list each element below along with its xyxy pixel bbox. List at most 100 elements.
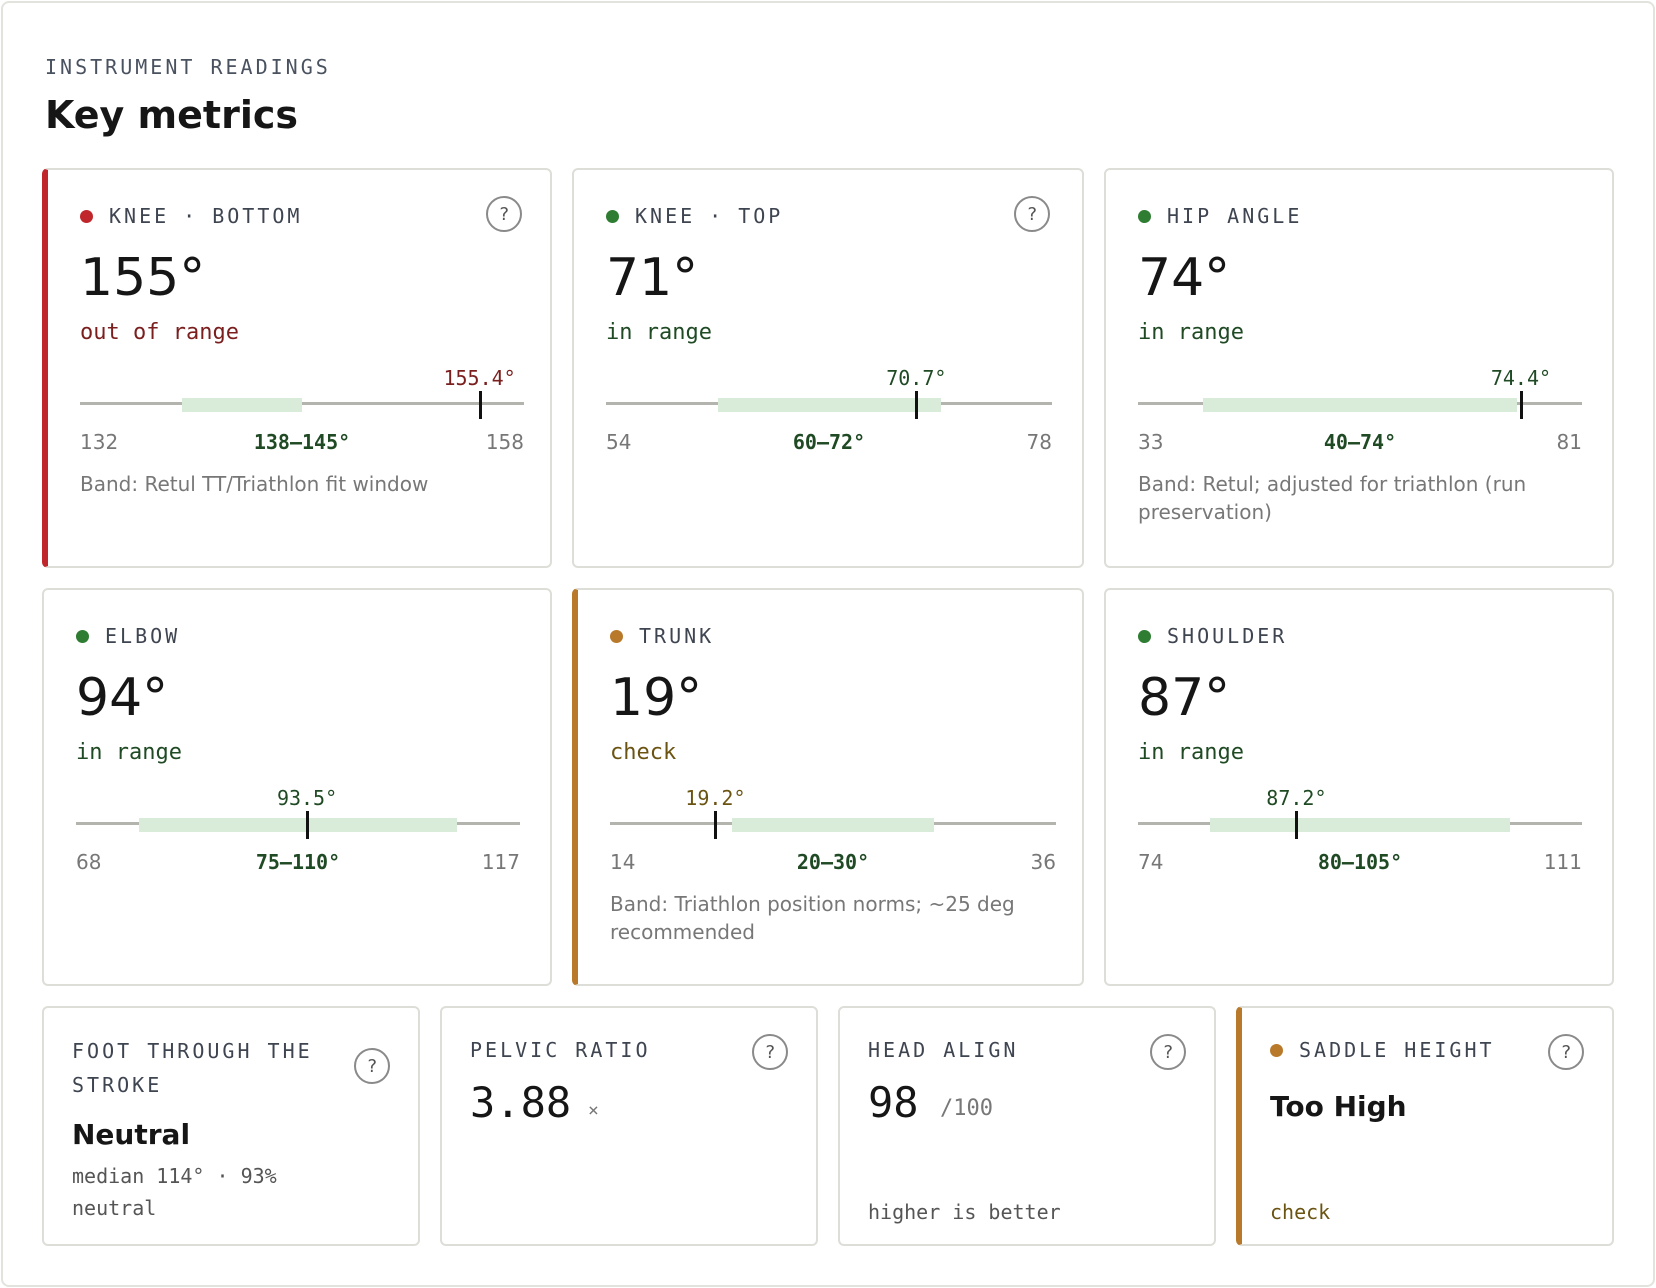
saddle-height-help-icon[interactable]: ? — [1548, 1034, 1584, 1070]
gauge-reading-label: 155.4° — [443, 366, 516, 390]
saddle-height-value: Too High — [1270, 1090, 1407, 1123]
gauge-reading-label: 70.7° — [886, 366, 947, 390]
label-separator: · — [709, 204, 725, 228]
metric-card: ELBOW 94° in range 93.5° 68 75–110° 117 — [42, 588, 552, 986]
metric-label-text: ELBOW — [105, 624, 181, 648]
status-dot — [606, 209, 619, 223]
scale-min: 54 — [606, 430, 632, 454]
pelvic-label: PELVIC RATIO — [470, 1038, 651, 1062]
metric-card: SHOULDER 87° in range 87.2° 74 80–105° 111 — [1104, 588, 1614, 986]
metric-label-text: KNEE — [109, 204, 170, 228]
gauge-scale: 68 75–110° 117 — [76, 850, 520, 876]
gauge-scale: 33 40–74° 81 — [1138, 430, 1582, 456]
label-separator: · — [183, 204, 199, 228]
metric-label-text: TRUNK — [639, 624, 715, 648]
range-gauge: 155.4° — [80, 366, 524, 436]
metric-label: ELBOW — [76, 624, 180, 648]
target-range-label: 138–145° — [253, 430, 351, 454]
gauge-scale: 54 60–72° 78 — [606, 430, 1052, 456]
metric-label: HIP ANGLE — [1138, 204, 1302, 228]
metric-label: SHOULDER — [1138, 624, 1287, 648]
foot-card: FOOT THROUGH THE STROKE ? Neutral median… — [42, 1006, 420, 1246]
saddle-height-label: SADDLE HEIGHT — [1270, 1038, 1495, 1062]
gauge-track — [80, 402, 524, 405]
metric-status: in range — [1138, 320, 1244, 345]
scale-max: 36 — [1030, 850, 1056, 874]
metric-value: 71° — [606, 248, 699, 308]
metric-value: 87° — [1138, 668, 1231, 728]
status-dot — [1138, 629, 1151, 643]
metric-card: TRUNK 19° check 19.2° 14 20–30° 36 Band: Triath… — [572, 588, 1084, 986]
gauge-reading-label: 74.4° — [1490, 366, 1552, 390]
scale-max: 158 — [485, 430, 524, 454]
gauge-marker — [1295, 811, 1299, 839]
head-align-card: HEAD ALIGN ? 98 /100 higher is better — [838, 1006, 1216, 1246]
scale-min: 74 — [1138, 850, 1164, 874]
metric-label-text: HIP ANGLE — [1167, 204, 1303, 228]
page-title: Key metrics — [45, 93, 298, 137]
scale-min: 68 — [76, 850, 102, 874]
gauge-marker — [915, 391, 919, 419]
gauge-target-band — [139, 818, 457, 832]
metric-label: TRUNK — [610, 624, 714, 648]
gauge-reading-label: 19.2° — [685, 786, 746, 810]
range-gauge: 70.7° — [606, 366, 1052, 436]
metric-label-text: BOTTOM — [212, 204, 303, 228]
gauge-target-band — [1202, 398, 1518, 412]
head-align-value: 98 — [868, 1078, 919, 1127]
metric-status: in range — [606, 320, 712, 345]
pelvic-value: 3.88 — [470, 1078, 572, 1127]
head-align-help-icon[interactable]: ? — [1150, 1034, 1186, 1070]
status-dot — [1270, 1043, 1283, 1057]
band-note: Band: Retul TT/Triathlon fit window — [80, 472, 429, 496]
saddle-height-label-text: SADDLE HEIGHT — [1299, 1038, 1495, 1062]
scale-max: 111 — [1543, 850, 1582, 874]
metric-label-text: KNEE — [635, 204, 696, 228]
scale-max: 78 — [1026, 430, 1052, 454]
pelvic-card: PELVIC RATIO ? 3.88 × — [440, 1006, 818, 1246]
head-align-footer: higher is better — [868, 1200, 1061, 1224]
metric-label: KNEE · TOP — [606, 204, 783, 228]
saddle-height-card: SADDLE HEIGHT ? Too High check — [1236, 1006, 1614, 1246]
saddle-height-footer: check — [1270, 1200, 1331, 1224]
gauge-scale: 14 20–30° 36 — [610, 850, 1056, 876]
range-gauge: 74.4° — [1138, 366, 1582, 436]
target-range-label: 75–110° — [255, 850, 341, 874]
gauge-reading-label: 87.2° — [1266, 786, 1327, 810]
status-dot — [1138, 209, 1151, 223]
pelvic-unit: × — [588, 1100, 599, 1121]
gauge-scale: 74 80–105° 111 — [1138, 850, 1582, 876]
foot-label: FOOT THROUGH THE STROKE — [72, 1039, 313, 1097]
gauge-target-band — [731, 818, 935, 832]
pelvic-help-icon[interactable]: ? — [752, 1034, 788, 1070]
target-range-label: 40–74° — [1323, 430, 1397, 454]
scale-max: 117 — [481, 850, 520, 874]
gauge-reading-label: 93.5° — [276, 786, 338, 810]
metric-label: KNEE · BOTTOM — [80, 204, 302, 228]
status-dot — [80, 209, 93, 223]
foot-help-icon[interactable]: ? — [354, 1048, 390, 1084]
foot-detail: median 114° · 93% neutral — [72, 1164, 277, 1220]
gauge-marker — [478, 391, 482, 419]
help-icon[interactable]: ? — [486, 196, 522, 232]
target-range-label: 80–105° — [1317, 850, 1403, 874]
status-dot — [76, 629, 89, 643]
scale-min: 132 — [80, 430, 119, 454]
scale-max: 81 — [1556, 430, 1582, 454]
scale-min: 33 — [1138, 430, 1164, 454]
metric-status: in range — [76, 740, 182, 765]
metric-value: 155° — [80, 248, 206, 308]
metric-status: in range — [1138, 740, 1244, 765]
range-gauge: 93.5° — [76, 786, 520, 856]
metric-value: 94° — [76, 668, 169, 728]
target-range-label: 20–30° — [796, 850, 870, 874]
gauge-target-band — [182, 398, 302, 412]
scale-min: 14 — [610, 850, 636, 874]
head-align-unit: /100 — [940, 1096, 993, 1121]
band-note: Band: Retul; adjusted for triathlon (run… — [1138, 472, 1527, 524]
metric-card: HIP ANGLE 74° in range 74.4° 33 40–74° 81 Band:… — [1104, 168, 1614, 568]
metric-label-text: SHOULDER — [1167, 624, 1288, 648]
range-gauge: 19.2° — [610, 786, 1056, 856]
metric-card: KNEE · TOP? 71° in range 70.7° 54 60–72° 78 — [572, 168, 1084, 568]
help-icon[interactable]: ? — [1014, 196, 1050, 232]
